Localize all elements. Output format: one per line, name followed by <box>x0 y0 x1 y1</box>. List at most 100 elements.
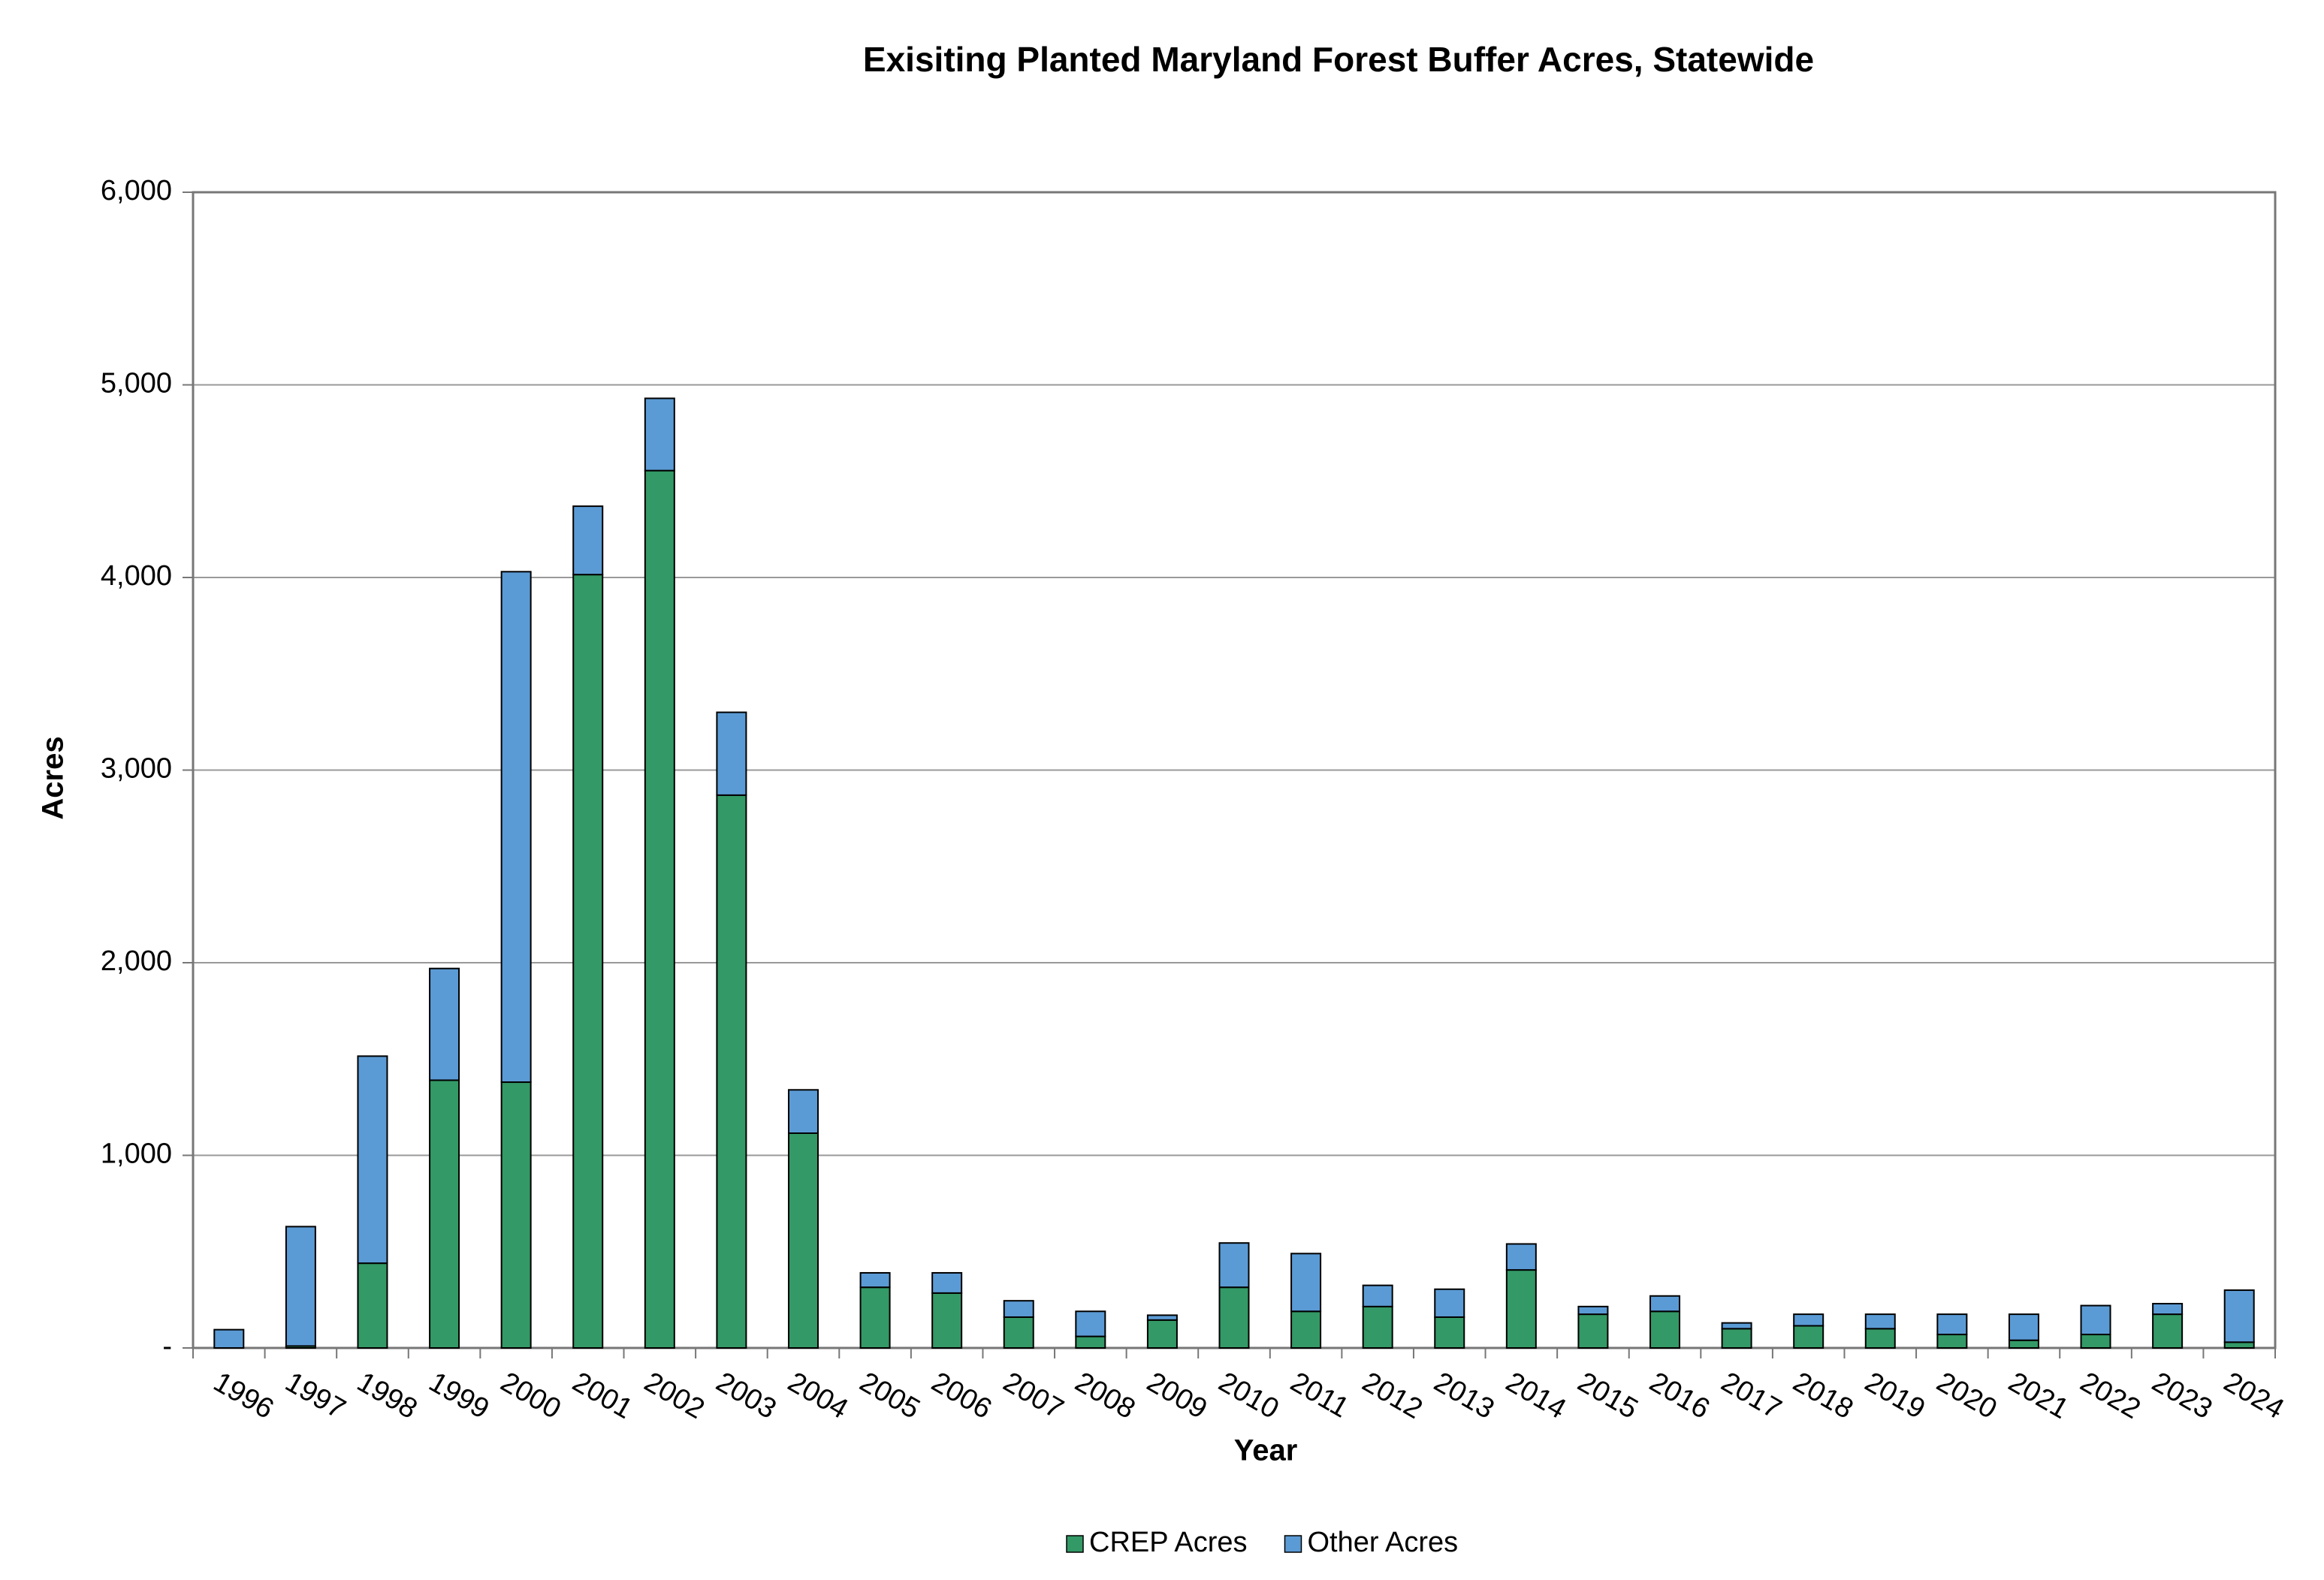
bar-segment <box>500 571 532 1084</box>
bar-segment <box>1936 1313 1968 1336</box>
bar-segment <box>1075 1310 1106 1337</box>
bar-segment <box>1577 1305 1609 1316</box>
bar-segment <box>1290 1253 1322 1313</box>
y-tick-label: 1,000 <box>101 1138 172 1170</box>
x-tick-label: 1999 <box>424 1366 494 1425</box>
bar-segment <box>2080 1304 2111 1336</box>
chart-title: Exisiting Planted Maryland Forest Buffer… <box>863 40 1814 79</box>
bar-segment <box>931 1271 963 1294</box>
x-tick-label: 2019 <box>1860 1366 1930 1425</box>
x-tick-label: 1997 <box>280 1366 351 1425</box>
bar-segment <box>787 1132 819 1349</box>
x-tick-label: 2016 <box>1644 1366 1715 1425</box>
x-tick-label: 2000 <box>495 1366 566 1425</box>
bar-segment <box>1218 1286 1250 1349</box>
bar-segment <box>1218 1242 1250 1289</box>
bar-segment <box>429 967 460 1081</box>
bar-segment <box>859 1271 891 1289</box>
x-tick-label: 2018 <box>1788 1366 1858 1425</box>
bar-segment <box>2152 1303 2184 1316</box>
bar-segment <box>572 505 604 576</box>
bar-segment <box>644 397 675 472</box>
x-tick-label: 1996 <box>208 1366 279 1425</box>
legend-swatch <box>1284 1535 1302 1553</box>
bar-segment <box>2080 1334 2111 1349</box>
y-tick-label: 5,000 <box>101 368 172 400</box>
x-axis-label: Year <box>1234 1434 1298 1467</box>
y-tick-label: 6,000 <box>101 175 172 207</box>
x-tick-label: 2010 <box>1213 1366 1284 1425</box>
bar-segment <box>716 794 747 1349</box>
bar-segment <box>1505 1243 1537 1271</box>
x-tick-label: 2001 <box>567 1366 638 1425</box>
x-tick-label: 2003 <box>711 1366 781 1425</box>
bar-segment <box>716 711 747 796</box>
legend-label: Other Acres <box>1307 1527 1458 1558</box>
legend-swatch <box>1066 1535 1084 1553</box>
bar-segment <box>500 1081 532 1349</box>
bar-segment <box>1146 1319 1178 1349</box>
bar-segment <box>357 1262 388 1349</box>
bar-segment <box>2223 1289 2255 1343</box>
bar-segment <box>1793 1313 1824 1327</box>
y-axis-label: Acres <box>37 736 70 819</box>
bar-segment <box>1434 1288 1465 1318</box>
bar-segment <box>2152 1313 2184 1349</box>
bar-segment <box>357 1055 388 1265</box>
bar-segment <box>1362 1284 1393 1307</box>
bar-segment <box>1434 1316 1465 1349</box>
bar-segment <box>859 1286 891 1349</box>
x-tick-label: 2005 <box>854 1366 925 1425</box>
x-tick-label: 2002 <box>639 1366 710 1425</box>
bar-segment <box>1003 1316 1034 1349</box>
x-tick-label: 2017 <box>1716 1366 1786 1425</box>
x-tick-label: 2006 <box>926 1366 997 1425</box>
bar-segment <box>1003 1300 1034 1318</box>
bar-segment <box>1649 1310 1681 1349</box>
x-tick-label: 2012 <box>1357 1366 1427 1425</box>
x-tick-label: 2008 <box>1070 1366 1140 1425</box>
bar-segment <box>1649 1295 1681 1313</box>
x-tick-label: 2011 <box>1285 1366 1354 1424</box>
y-tick-label: 2,000 <box>101 945 172 977</box>
bar-segment <box>2223 1341 2255 1349</box>
bar-segment <box>1936 1334 1968 1349</box>
bar-segment <box>1721 1328 1752 1349</box>
bar-segment <box>285 1226 316 1347</box>
x-tick-label: 1998 <box>352 1366 422 1425</box>
x-tick-label: 2009 <box>1142 1366 1212 1425</box>
bar-segment <box>1793 1325 1824 1349</box>
x-tick-label: 2013 <box>1429 1366 1499 1425</box>
y-tick-label: - <box>162 1331 172 1362</box>
x-tick-label: 2020 <box>1931 1366 2002 1425</box>
x-tick-label: 2021 <box>2003 1366 2074 1425</box>
bar-segment <box>787 1089 819 1135</box>
bar-segment <box>644 469 675 1349</box>
bar-segment <box>1864 1328 1896 1349</box>
bar-segment <box>572 574 604 1349</box>
bar-segment <box>1146 1314 1178 1321</box>
x-tick-label: 2024 <box>2219 1366 2289 1425</box>
x-tick-label: 2007 <box>998 1366 1069 1425</box>
bar-segment <box>931 1292 963 1349</box>
x-tick-label: 2015 <box>1572 1366 1643 1425</box>
x-tick-label: 2022 <box>2075 1366 2145 1425</box>
x-tick-label: 2014 <box>1501 1366 1571 1425</box>
bar-segment <box>2008 1313 2039 1341</box>
bar-segment <box>213 1328 245 1349</box>
bar-segment <box>1864 1313 1896 1330</box>
bar-segment <box>1721 1322 1752 1330</box>
bar-segment <box>1075 1335 1106 1349</box>
bar-segment <box>429 1079 460 1349</box>
y-tick-label: 3,000 <box>101 753 172 785</box>
bar-segment <box>1362 1305 1393 1349</box>
bar-segment <box>1577 1313 1609 1349</box>
y-tick-label: 4,000 <box>101 560 172 592</box>
legend-label: CREP Acres <box>1089 1527 1247 1558</box>
x-tick-label: 2023 <box>2147 1366 2217 1425</box>
bar-segment <box>1505 1269 1537 1349</box>
bar-segment <box>1290 1310 1322 1349</box>
x-tick-label: 2004 <box>783 1366 853 1425</box>
bar-segment <box>2008 1339 2039 1349</box>
